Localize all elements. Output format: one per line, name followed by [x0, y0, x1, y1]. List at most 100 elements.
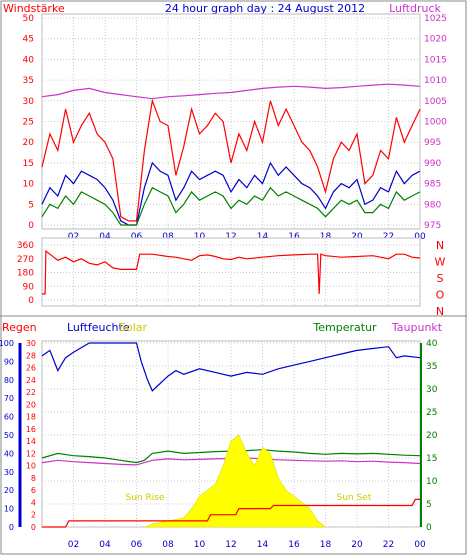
windstaerke-label: Windstärke	[3, 2, 65, 15]
tick-label: 4	[31, 498, 36, 507]
tick-label: 975	[424, 221, 441, 231]
compass-label: S	[437, 272, 444, 285]
solar-label: Solar	[119, 321, 148, 334]
wind-series-line-0	[41, 98, 421, 222]
tick-label: 1010	[424, 76, 447, 86]
tick-label: 0	[28, 296, 34, 306]
tick-label: 80	[4, 376, 14, 385]
x-tick-label: 06	[131, 232, 143, 242]
tick-label: 10	[23, 180, 35, 190]
wind-x-axis: 02 04 06 08 10 12 14 16 18 20 22 00	[68, 232, 426, 242]
tick-label: 14	[26, 437, 36, 446]
tick-label: 0	[28, 221, 34, 231]
tick-label: 25	[23, 118, 34, 128]
tick-label: 26	[26, 364, 36, 373]
tick-label: 270	[17, 255, 34, 265]
x-tick-label: 00	[414, 232, 426, 242]
temperature-axis: 0 5 10 15 20 25 30 35 40	[420, 339, 438, 533]
tick-label: 1020	[424, 35, 447, 45]
chart-title: 24 hour graph day : 24 August 2012	[165, 2, 365, 15]
tick-label: 24	[26, 376, 36, 385]
temperatur-label: Temperatur	[312, 321, 377, 334]
x-tick-label: 22	[383, 540, 394, 550]
x-tick-label: 18	[320, 232, 332, 242]
tick-label: 980	[424, 200, 441, 210]
x-tick-label: 16	[288, 232, 300, 242]
x-tick-label: 08	[162, 540, 174, 550]
tick-label: 28	[26, 351, 36, 360]
luftdruck-label: Luftdruck	[389, 2, 441, 15]
x-tick-label: 12	[225, 540, 236, 550]
humidity-axis: 0 10 20 30 40 50 60 70 80 90 100	[0, 339, 22, 532]
tick-label: 0	[426, 523, 432, 533]
x-tick-label: 12	[225, 232, 236, 242]
x-tick-label: 22	[383, 232, 394, 242]
tick-label: 1000	[424, 118, 447, 128]
climate-series-line-0	[41, 342, 421, 392]
tick-label: 6	[31, 486, 36, 495]
tick-label: 12	[26, 449, 36, 458]
tick-label: 30	[26, 339, 36, 348]
tick-label: 16	[26, 425, 36, 434]
tick-label: 18	[26, 413, 36, 422]
taupunkt-label: Taupunkt	[391, 321, 443, 334]
sun-rise-annotation: Sun Rise	[126, 493, 165, 503]
x-tick-label: 02	[68, 232, 79, 242]
climate-series-line-2	[41, 457, 421, 466]
tick-label: 40	[23, 55, 35, 65]
tick-label: 15	[426, 454, 437, 464]
wind-grid	[42, 14, 421, 229]
x-tick-label: 18	[320, 540, 332, 550]
x-tick-label: 08	[162, 232, 174, 242]
tick-label: 180	[17, 269, 34, 279]
luftdruck-axis: 975 980 985 990 995 1000 1005 1010 1015 1020 1025	[424, 14, 447, 231]
tick-label: 2	[31, 511, 36, 520]
tick-label: 5	[28, 200, 34, 210]
climate-x-axis: 02 04 06 08 10 12 14 16 18 20 22 00	[68, 540, 426, 550]
wind-series-line-1	[41, 161, 421, 226]
tick-label: 30	[426, 385, 438, 395]
tick-label: 0	[31, 523, 36, 532]
x-tick-label: 10	[194, 540, 206, 550]
tick-label: 8	[31, 474, 36, 483]
x-tick-label: 06	[131, 540, 143, 550]
tick-label: 50	[23, 14, 35, 24]
tick-label: 20	[4, 486, 14, 495]
tick-label: 0	[9, 523, 14, 532]
tick-label: 20	[426, 431, 438, 441]
tick-label: 100	[0, 339, 14, 348]
compass-label: N	[436, 305, 444, 318]
x-tick-label: 04	[99, 540, 111, 550]
tick-label: 15	[23, 159, 34, 169]
compass-label: W	[435, 256, 446, 269]
tick-label: 35	[426, 362, 437, 372]
tick-label: 20	[26, 400, 36, 409]
tick-label: 60	[4, 413, 14, 422]
tick-label: 10	[4, 505, 14, 514]
x-tick-label: 10	[194, 232, 206, 242]
windstaerke-axis: 0 5 10 15 20 25 30 35 40 45 50	[23, 14, 35, 231]
tick-label: 90	[23, 282, 35, 292]
climate-series-line-1	[41, 449, 421, 464]
tick-label: 5	[426, 500, 432, 510]
direction-grid	[42, 238, 421, 306]
sun-set-annotation: Sun Set	[337, 493, 372, 503]
x-tick-label: 20	[351, 232, 363, 242]
tick-label: 995	[424, 138, 441, 148]
tick-label: 20	[23, 138, 35, 148]
tick-label: 1015	[424, 55, 447, 65]
tick-label: 30	[23, 97, 35, 107]
tick-label: 40	[426, 339, 438, 349]
tick-label: 990	[424, 159, 441, 169]
x-tick-label: 00	[414, 540, 426, 550]
tick-label: 45	[23, 35, 34, 45]
x-tick-label: 20	[351, 540, 363, 550]
tick-label: 50	[4, 431, 14, 440]
wind-pressure-panel: 24 hour graph day : 24 August 2012 Winds…	[3, 2, 447, 242]
tick-label: 30	[4, 468, 14, 477]
luftfeuchte-label: Luftfeuchte	[67, 321, 130, 334]
tick-label: 25	[426, 408, 437, 418]
tick-label: 70	[4, 394, 14, 403]
